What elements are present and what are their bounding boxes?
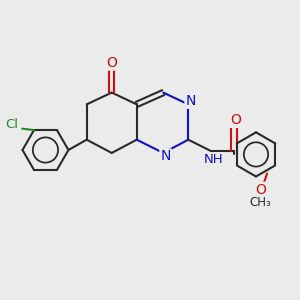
Text: NH: NH	[203, 153, 223, 166]
Text: N: N	[185, 94, 196, 108]
Text: O: O	[106, 56, 117, 70]
Text: O: O	[230, 113, 241, 127]
Text: CH₃: CH₃	[250, 196, 272, 209]
Text: O: O	[255, 183, 266, 197]
Text: N: N	[160, 149, 171, 164]
Text: Cl: Cl	[5, 118, 18, 131]
